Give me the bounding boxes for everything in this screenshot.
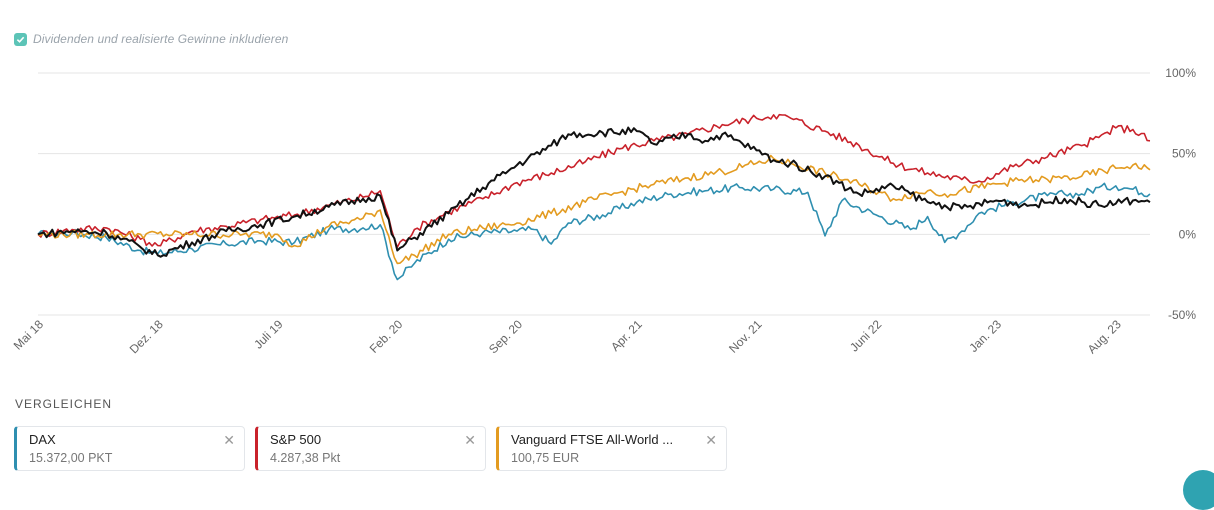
close-icon[interactable]: ✕ [464,432,476,448]
y-tick-label: 100% [1165,66,1196,80]
y-tick-label: 0% [1179,227,1197,241]
series-line-3 [37,126,1151,258]
compare-card-value: 15.372,00 PKT [29,451,113,465]
x-tick-label: Mai 18 [11,317,47,353]
x-tick-label: Jan. 23 [966,317,1004,355]
dividends-option[interactable]: Dividenden und realisierte Gewinne inklu… [14,32,288,46]
close-icon[interactable]: ✕ [223,432,235,448]
x-tick-label: Apr. 21 [608,317,645,354]
compare-cards: DAX 15.372,00 PKT ✕ S&P 500 4.287,38 Pkt… [14,426,727,471]
x-tick-label: Nov. 21 [726,317,765,356]
compare-card-value: 100,75 EUR [511,451,580,465]
compare-card-name: S&P 500 [270,432,322,447]
checkbox[interactable] [14,32,27,46]
compare-title: VERGLEICHEN [15,397,113,411]
series-line-1 [37,113,1151,248]
y-tick-label: -50% [1168,308,1196,322]
series-line-0 [37,182,1151,281]
x-tick-label: Juni 22 [847,317,884,354]
checkbox-label: Dividenden und realisierte Gewinne inklu… [33,32,289,46]
series-line-2 [37,154,1151,265]
chat-button[interactable] [1183,470,1214,510]
x-tick-label: Aug. 23 [1085,317,1124,356]
compare-card-value: 4.287,38 Pkt [270,451,341,465]
compare-card-name: Vanguard FTSE All-World ... [511,432,674,447]
compare-card-dax[interactable]: DAX 15.372,00 PKT ✕ [14,426,245,471]
y-tick-label: 50% [1172,147,1196,161]
x-tick-label: Juli 19 [251,317,286,352]
x-tick-label: Dez. 18 [127,317,166,356]
compare-card-sp500[interactable]: S&P 500 4.287,38 Pkt ✕ [255,426,486,471]
close-icon[interactable]: ✕ [705,432,717,448]
checkmark-icon [16,36,25,43]
compare-card-vanguard[interactable]: Vanguard FTSE All-World ... 100,75 EUR ✕ [496,426,727,471]
compare-card-name: DAX [29,432,56,447]
performance-chart: 100% 50% 0% -50% Mai 18 Dez. 18 Juli 19 Feb. 20… [11,66,1197,356]
x-tick-label: Sep. 20 [486,317,525,356]
x-tick-label: Feb. 20 [367,317,406,356]
